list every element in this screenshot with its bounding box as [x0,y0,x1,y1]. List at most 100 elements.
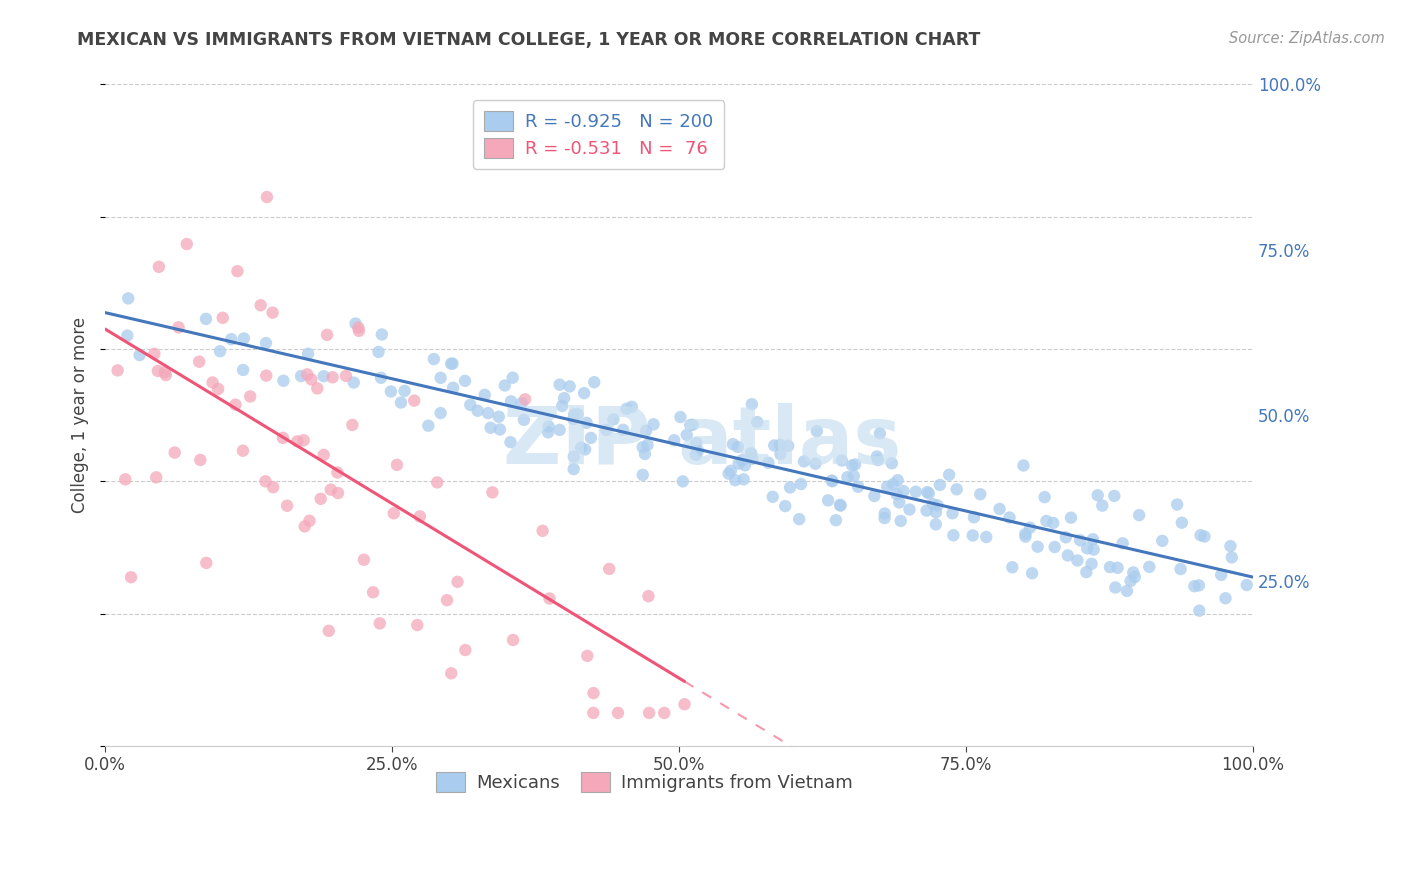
Point [675,428,697,442]
Point [988,502,1011,516]
Point [733,472,755,486]
Point [830,499,852,513]
Point [582,686,605,700]
Point [380,384,402,399]
Point [531,524,554,538]
Point [292,434,315,448]
Point [460,398,482,412]
Point [226,264,249,278]
Point [488,409,510,424]
Point [562,450,585,464]
Point [941,506,963,520]
Point [389,395,412,409]
Point [1211,567,1233,582]
Point [477,406,499,420]
Text: MEXICAN VS IMMIGRANTS FROM VIETNAM COLLEGE, 1 YEAR OR MORE CORRELATION CHART: MEXICAN VS IMMIGRANTS FROM VIETNAM COLLE… [77,31,981,49]
Point [1019,521,1042,535]
Point [155,368,177,383]
Point [779,480,801,494]
Point [262,480,284,494]
Point [569,441,592,455]
Point [367,345,389,359]
Point [195,312,218,326]
Point [441,381,464,395]
Point [1066,553,1088,567]
Point [631,440,654,454]
Point [335,368,357,383]
Point [662,434,685,448]
Point [576,648,599,663]
Point [747,415,769,429]
Point [347,320,370,334]
Point [307,381,329,395]
Point [925,517,948,532]
Point [404,393,426,408]
Point [963,510,986,524]
Point [481,485,503,500]
Point [1026,540,1049,554]
Point [1194,529,1216,543]
Point [945,483,967,497]
Point [273,374,295,388]
Point [731,453,754,467]
Point [672,475,695,489]
Point [962,528,984,542]
Point [873,507,896,521]
Point [343,376,366,390]
Point [893,484,915,499]
Point [720,464,742,478]
Point [769,447,792,461]
Point [787,512,810,526]
Point [312,448,335,462]
Point [322,370,344,384]
Point [643,417,665,432]
Point [741,397,763,411]
Point [721,437,744,451]
Point [429,406,451,420]
Point [579,431,602,445]
Point [1035,514,1057,528]
Point [502,370,524,384]
Text: ZIP atlas: ZIP atlas [503,402,901,481]
Point [685,436,707,450]
Point [1087,488,1109,502]
Point [612,423,634,437]
Point [232,331,254,345]
Point [876,480,898,494]
Point [145,470,167,484]
Point [499,394,522,409]
Point [778,439,800,453]
Point [804,457,827,471]
Point [886,473,908,487]
Point [1128,508,1150,523]
Point [167,320,190,334]
Point [499,435,522,450]
Point [769,438,792,452]
Point [841,458,863,473]
Point [1042,516,1064,530]
Point [188,354,211,368]
Point [553,391,575,405]
Point [290,369,312,384]
Point [942,528,965,542]
Point [717,467,740,481]
Point [1107,561,1129,575]
Point [262,305,284,319]
Point [562,462,585,476]
Point [1170,562,1192,576]
Point [347,324,370,338]
Point [513,413,536,427]
Point [494,378,516,392]
Point [368,616,391,631]
Point [440,357,463,371]
Point [232,363,254,377]
Point [740,446,762,460]
Point [344,317,367,331]
Point [114,472,136,486]
Point [370,371,392,385]
Y-axis label: College, 1 year or more: College, 1 year or more [72,318,89,513]
Point [582,706,605,720]
Point [825,513,848,527]
Point [1083,542,1105,557]
Point [974,530,997,544]
